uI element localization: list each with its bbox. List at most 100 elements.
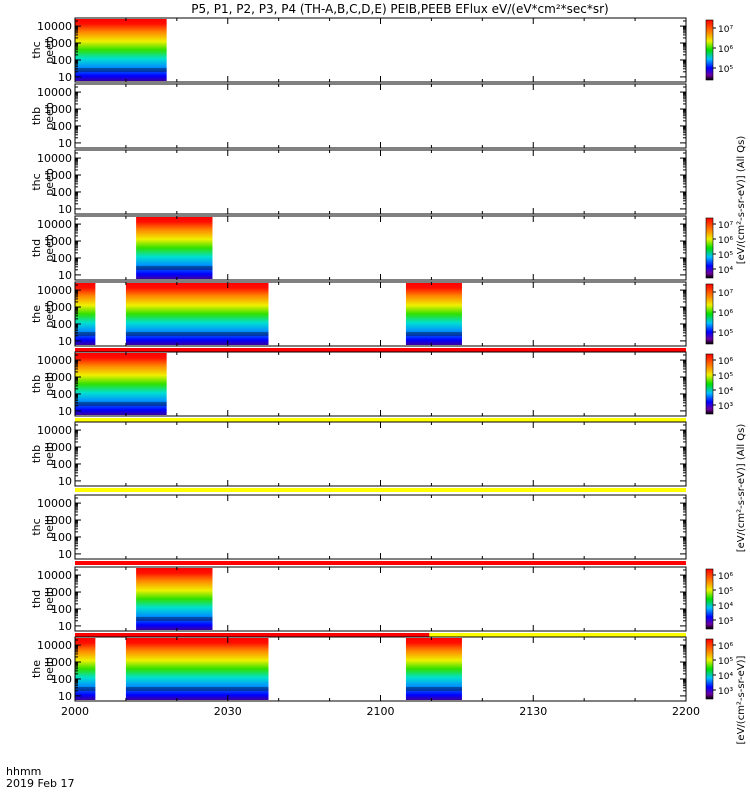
- y-tick-label: 10000: [37, 284, 72, 297]
- colorbar: [705, 568, 714, 630]
- y-tick-label: 100: [51, 54, 72, 67]
- panel-the-peib: 10 100 1000 10000 the peib 10³ 10⁴ 10⁵ 10⁶: [30, 636, 733, 703]
- spectrogram-block: [75, 638, 96, 700]
- y-tick-label: 100: [51, 388, 72, 401]
- panel-probe-label: the: [30, 305, 43, 323]
- y-tick-label: 10: [58, 690, 72, 703]
- y-tick-label: 1000: [44, 37, 72, 50]
- colorbar: [705, 19, 714, 81]
- panel-probe-label: thb: [30, 107, 43, 125]
- colorbar-caption-mid: [eV/(cm²-s-sr-eV)] (All Qs): [736, 424, 747, 553]
- panel-product-label: peeb: [43, 168, 56, 196]
- y-tick-label: 1000: [44, 586, 72, 599]
- y-tick-label: 100: [51, 252, 72, 265]
- y-tick-label: 1000: [44, 169, 72, 182]
- colorbar-tick-label: 10⁴: [718, 387, 733, 397]
- y-tick-label: 10000: [37, 152, 72, 165]
- y-tick-label: 10000: [37, 218, 72, 231]
- low-energy-band: [75, 686, 96, 691]
- y-tick-label: 10000: [37, 20, 72, 33]
- y-tick-label: 10: [58, 548, 72, 561]
- panel-probe-label: thc: [30, 173, 43, 190]
- panel-probe-label: thb: [30, 375, 43, 393]
- panel-probe-label: thd: [30, 590, 43, 608]
- flag-bar-yellow: [75, 418, 686, 422]
- panel-the-peeb: 10 100 1000 10000 the peeb 10⁵ 10⁶ 10⁷: [30, 281, 733, 352]
- colorbar-tick-label: 10⁷: [718, 289, 733, 299]
- spectrogram-block: [136, 217, 213, 279]
- panel-product-label: peeb: [43, 300, 56, 328]
- low-energy-band: [75, 331, 96, 336]
- low-energy-band: [405, 331, 462, 336]
- time-format-label: hhmm: [6, 765, 41, 778]
- panel-thd-peeb: 10 100 1000 10000 thd peeb 10⁴ 10⁵ 10⁶ 10⁷: [30, 215, 733, 282]
- y-tick-label: 1000: [44, 371, 72, 384]
- panel-thb-peib: 10 100 1000 10000 thb peib: [30, 421, 687, 492]
- panel-probe-label: thb: [30, 445, 43, 463]
- low-energy-band: [125, 686, 269, 691]
- y-tick-label: 100: [51, 458, 72, 471]
- colorbar-tick-label: 10⁴: [718, 266, 733, 276]
- date-label: 2019 Feb 17: [6, 777, 74, 790]
- colorbar-tick-label: 10⁶: [718, 357, 733, 367]
- spectrogram-block: [75, 19, 167, 81]
- x-tick-label: 2200: [672, 705, 700, 718]
- spectrogram-block: [405, 638, 462, 700]
- y-tick-label: 1000: [44, 235, 72, 248]
- panel-product-label: peib: [43, 372, 56, 396]
- panel-product-label: peib: [43, 587, 56, 611]
- spectrogram-block: [75, 353, 167, 415]
- panel-frame: [74, 421, 687, 487]
- panel-product-label: peib: [43, 442, 56, 466]
- colorbar: [705, 217, 714, 279]
- colorbar-tick-label: 10⁶: [718, 45, 733, 55]
- panel-thc-peeb: 10 100 1000 10000 thc peeb 10⁵ 10⁶ 10⁷: [30, 17, 733, 84]
- panel-probe-label: thc: [30, 518, 43, 535]
- spectrogram-block: [75, 283, 96, 345]
- x-tick-label: 2000: [61, 705, 89, 718]
- y-tick-label: 100: [51, 186, 72, 199]
- y-tick-label: 100: [51, 120, 72, 133]
- y-tick-label: 10: [58, 335, 72, 348]
- y-tick-label: 10: [58, 475, 72, 488]
- panel-product-label: peib: [43, 657, 56, 681]
- panel-thb-peib: 10 100 1000 10000 thb peib 10³ 10⁴ 10⁵ 10⁶: [30, 351, 733, 422]
- colorbar-tick-label: 10⁶: [718, 642, 733, 652]
- low-energy-band: [75, 67, 167, 72]
- colorbar-tick-label: 10⁶: [718, 309, 733, 319]
- low-energy-band: [405, 686, 462, 691]
- low-energy-band: [136, 265, 213, 270]
- colorbar-tick-label: 10⁴: [718, 672, 733, 682]
- colorbar-caption-bottom: [eV/(cm²-s-sr-eV)]: [736, 655, 747, 744]
- y-tick-label: 10: [58, 620, 72, 633]
- colorbar-tick-label: 10⁵: [718, 251, 733, 261]
- low-energy-band: [125, 331, 269, 336]
- colorbar-tick-label: 10⁶: [718, 572, 733, 582]
- y-tick-label: 10000: [37, 497, 72, 510]
- colorbar-tick-label: 10⁵: [718, 587, 733, 597]
- y-tick-label: 100: [51, 673, 72, 686]
- panel-probe-label: thc: [30, 41, 43, 58]
- y-tick-label: 1000: [44, 441, 72, 454]
- y-tick-label: 10000: [37, 86, 72, 99]
- panel-product-label: peib: [43, 515, 56, 539]
- spectrogram-block: [136, 568, 213, 630]
- colorbar-tick-label: 10³: [718, 617, 733, 627]
- panel-probe-label: thd: [30, 239, 43, 257]
- colorbar: [705, 638, 714, 700]
- flag-bar-yellow: [75, 488, 686, 492]
- y-tick-label: 10: [58, 203, 72, 216]
- y-tick-label: 1000: [44, 301, 72, 314]
- flag-bar-red: [75, 348, 686, 352]
- y-tick-label: 1000: [44, 656, 72, 669]
- figure-title: P5, P1, P2, P3, P4 (TH-A,B,C,D,E) PEIB,P…: [191, 2, 608, 16]
- panel-product-label: peeb: [43, 36, 56, 64]
- panel-probe-label: the: [30, 660, 43, 678]
- x-tick-label: 2100: [367, 705, 395, 718]
- low-energy-band: [75, 401, 167, 406]
- panel-product-label: peeb: [43, 102, 56, 130]
- colorbar-tick-label: 10⁴: [718, 602, 733, 612]
- spectrogram-block: [405, 283, 462, 345]
